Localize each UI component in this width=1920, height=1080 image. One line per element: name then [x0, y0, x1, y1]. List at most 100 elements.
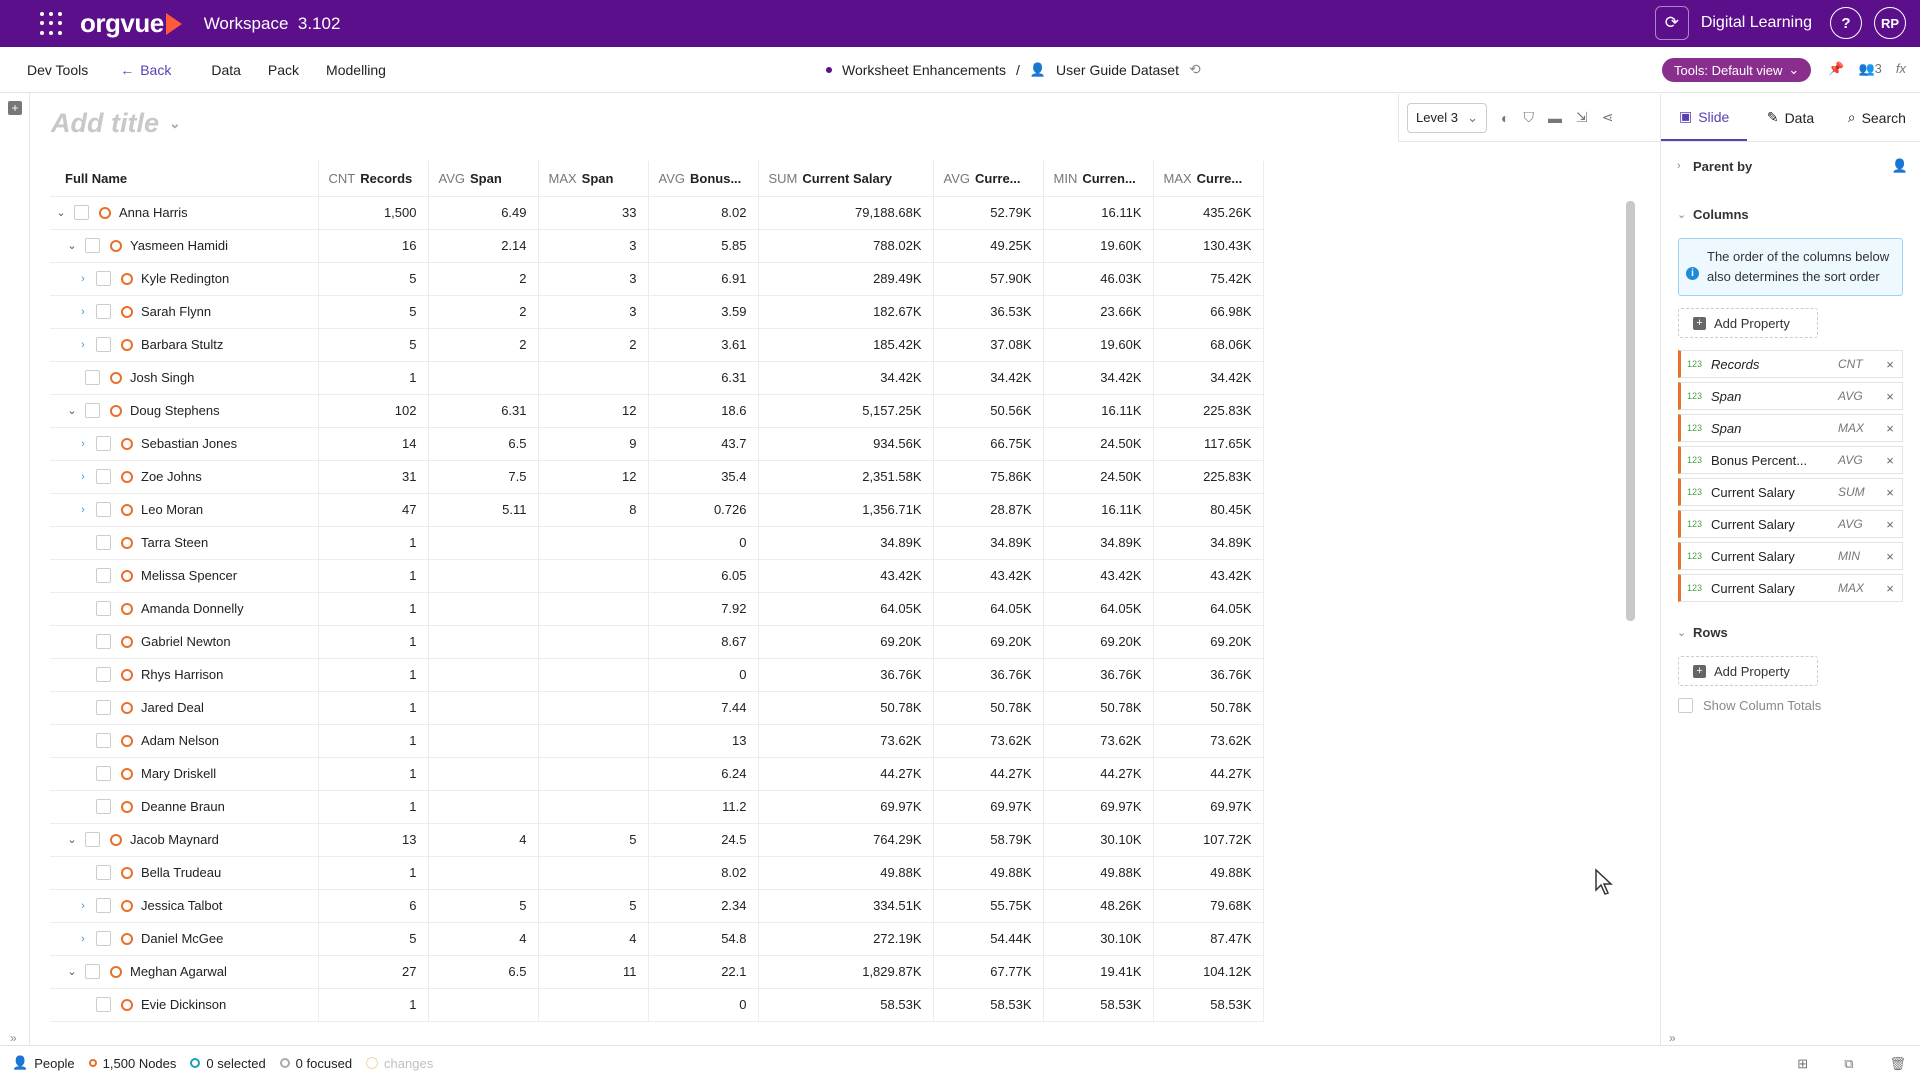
table-row[interactable]: Josh Singh 1 6.31 34.42K 34.42K 34.42K 34.42K [50, 361, 1264, 395]
collapse-panel-icon[interactable]: » [1669, 1031, 1676, 1045]
table-cell[interactable]: 49.88K [758, 856, 934, 890]
table-cell[interactable]: 117.65K [1153, 427, 1264, 461]
name-cell[interactable]: Deanne Braun [50, 790, 319, 824]
row-checkbox[interactable] [85, 403, 100, 418]
table-cell[interactable]: 102 [318, 394, 429, 428]
table-cell[interactable]: 5 [538, 823, 649, 857]
table-cell[interactable]: 7.92 [648, 592, 759, 626]
table-cell[interactable]: 36.76K [758, 658, 934, 692]
table-cell[interactable]: 36.76K [1043, 658, 1154, 692]
name-cell[interactable]: Josh Singh [50, 361, 319, 395]
row-checkbox[interactable] [96, 436, 111, 451]
table-cell[interactable]: 79.68K [1153, 889, 1264, 923]
remove-icon[interactable]: × [1886, 548, 1894, 564]
name-cell[interactable]: › Sarah Flynn [50, 295, 319, 329]
table-cell[interactable]: 1 [318, 724, 429, 758]
table-cell[interactable]: 64.05K [758, 592, 934, 626]
table-cell[interactable]: 33 [538, 196, 649, 230]
table-cell[interactable]: 1 [318, 790, 429, 824]
table-row[interactable]: ⌄ Meghan Agarwal 27 6.5 11 22.1 1,829.87K 67.77… [50, 955, 1264, 989]
column-header[interactable]: AVG Span [428, 161, 539, 197]
table-cell[interactable]: 73.62K [1153, 724, 1264, 758]
expand-chevron-icon[interactable]: › [81, 272, 85, 285]
table-cell[interactable]: 5 [318, 922, 429, 956]
table-cell[interactable]: 1 [318, 757, 429, 791]
name-cell[interactable]: › Sebastian Jones [50, 427, 319, 461]
delete-icon[interactable]: 🗑 [1889, 1056, 1906, 1071]
table-cell[interactable]: 6 [318, 889, 429, 923]
table-cell[interactable] [428, 757, 539, 791]
expand-chevron-icon[interactable]: › [81, 437, 85, 450]
comment-icon[interactable]: ▬ [1547, 109, 1562, 126]
table-cell[interactable]: 44.27K [758, 757, 934, 791]
table-cell[interactable]: 50.78K [1153, 691, 1264, 725]
table-cell[interactable] [538, 658, 649, 692]
expand-chevron-icon[interactable]: › [81, 305, 85, 318]
name-cell[interactable]: Melissa Spencer [50, 559, 319, 593]
table-cell[interactable] [538, 592, 649, 626]
org-name[interactable]: Digital Learning [1700, 14, 1812, 31]
table-cell[interactable]: 69.97K [758, 790, 934, 824]
table-row[interactable]: Deanne Braun 1 11.2 69.97K 69.97K 69.97K 69.97… [50, 790, 1264, 824]
row-checkbox[interactable] [96, 271, 111, 286]
vertical-scrollbar[interactable] [1626, 201, 1635, 621]
name-cell[interactable]: Mary Driskell [50, 757, 319, 791]
fx-icon[interactable]: fx [1895, 61, 1906, 76]
collapse-chevron-icon[interactable]: ⌄ [67, 834, 77, 846]
table-cell[interactable]: 764.29K [758, 823, 934, 857]
table-cell[interactable]: 788.02K [758, 229, 934, 263]
table-cell[interactable]: 30.10K [1043, 922, 1154, 956]
column-property-item[interactable]: 123 Records CNT × [1678, 350, 1903, 378]
table-cell[interactable]: 1 [318, 691, 429, 725]
name-cell[interactable]: › Leo Moran [50, 493, 319, 527]
table-cell[interactable]: 54.44K [933, 922, 1044, 956]
table-cell[interactable]: 11.2 [648, 790, 759, 824]
table-cell[interactable]: 1 [318, 592, 429, 626]
table-cell[interactable]: 4 [538, 922, 649, 956]
column-property-aggregate[interactable]: MAX [1838, 421, 1865, 435]
collapse-chevron-icon[interactable]: ⌄ [56, 207, 66, 219]
add-column-property-button[interactable]: + Add Property [1678, 308, 1818, 338]
table-cell[interactable] [428, 856, 539, 890]
table-cell[interactable]: 1 [318, 856, 429, 890]
table-cell[interactable]: 5 [538, 889, 649, 923]
modelling-menu[interactable]: Modelling [326, 61, 386, 78]
table-cell[interactable]: 58.79K [933, 823, 1044, 857]
row-checkbox[interactable] [96, 469, 111, 484]
table-cell[interactable]: 14 [318, 427, 429, 461]
table-cell[interactable]: 2.34 [648, 889, 759, 923]
table-cell[interactable]: 64.05K [1043, 592, 1154, 626]
table-cell[interactable] [428, 724, 539, 758]
table-cell[interactable]: 3.61 [648, 328, 759, 362]
table-cell[interactable]: 5,157.25K [758, 394, 934, 428]
name-cell[interactable]: Evie Dickinson [50, 988, 319, 1022]
table-row[interactable]: Mary Driskell 1 6.24 44.27K 44.27K 44.27K 44.2… [50, 757, 1264, 791]
refresh-icon[interactable]: ⟲ [1188, 61, 1201, 77]
table-row[interactable]: ⌄ Doug Stephens 102 6.31 12 18.6 5,157.25K 50.5… [50, 394, 1264, 428]
table-cell[interactable]: 0 [648, 526, 759, 560]
add-node-icon[interactable]: ⊞ [1797, 1056, 1809, 1071]
table-cell[interactable]: 8 [538, 493, 649, 527]
table-cell[interactable]: 1,829.87K [758, 955, 934, 989]
table-cell[interactable]: 34.89K [1043, 526, 1154, 560]
table-cell[interactable]: 5 [318, 295, 429, 329]
table-cell[interactable]: 1,356.71K [758, 493, 934, 527]
table-cell[interactable]: 69.97K [933, 790, 1044, 824]
table-row[interactable]: Melissa Spencer 1 6.05 43.42K 43.42K 43.42K 43… [50, 559, 1264, 593]
remove-icon[interactable]: × [1886, 420, 1894, 436]
expand-chevron-icon[interactable]: › [81, 932, 85, 945]
table-cell[interactable]: 36.76K [1153, 658, 1264, 692]
help-button[interactable]: ? [1830, 7, 1862, 39]
table-cell[interactable]: 30.10K [1043, 823, 1154, 857]
row-checkbox[interactable] [96, 931, 111, 946]
table-cell[interactable]: 16.11K [1043, 196, 1154, 230]
table-row[interactable]: Rhys Harrison 1 0 36.76K 36.76K 36.76K 36.76K [50, 658, 1264, 692]
table-cell[interactable] [428, 691, 539, 725]
table-cell[interactable]: 46.03K [1043, 262, 1154, 296]
table-cell[interactable]: 34.42K [1043, 361, 1154, 395]
table-cell[interactable]: 6.24 [648, 757, 759, 791]
status-people[interactable]: 👤 People [12, 1055, 75, 1071]
name-cell[interactable]: ⌄ Jacob Maynard [50, 823, 319, 857]
table-cell[interactable] [538, 559, 649, 593]
column-property-aggregate[interactable]: AVG [1838, 453, 1863, 467]
